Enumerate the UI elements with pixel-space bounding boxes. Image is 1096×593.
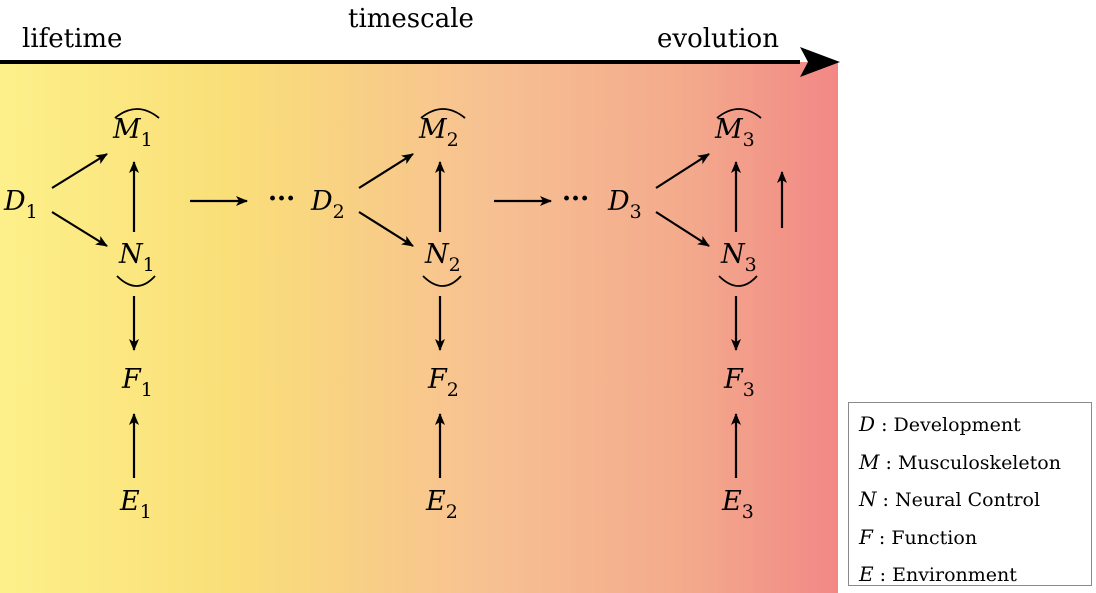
- timescale-gradient-band: [0, 62, 838, 593]
- musculoskeleton-hat-2: [420, 108, 466, 119]
- timescale-arrow-head: [800, 47, 840, 77]
- legend-label: Neural Control: [894, 489, 1041, 512]
- legend-label: Function: [891, 526, 978, 549]
- arrow-development-to-neural-control-2: [358, 211, 414, 247]
- legend-symbol: N: [859, 487, 877, 512]
- development-node-2: D2: [310, 186, 345, 223]
- legend-item-function: F : Function: [859, 519, 1091, 557]
- development-node-3: D3: [607, 186, 642, 223]
- environment-node-2: E2: [425, 486, 458, 523]
- edges-group: [51, 153, 787, 478]
- timescale-title: timescale: [348, 4, 474, 34]
- neural-control-node-2: N2: [424, 239, 461, 276]
- arrow-development-to-musculoskeleton-3: [655, 153, 710, 189]
- arrow-development-to-neural-control-1: [51, 211, 108, 247]
- musculoskeleton-node-3: M3: [714, 114, 755, 151]
- legend-symbol: E: [859, 562, 874, 587]
- environment-node-1: E1: [119, 486, 152, 523]
- musculoskeleton-hat-1: [114, 108, 160, 119]
- legend-label: Environment: [892, 564, 1017, 587]
- legend-item-development: D : Development: [859, 406, 1091, 444]
- neural-control-node-1: N1: [118, 239, 155, 276]
- neural-control-bracket-1: [116, 275, 156, 287]
- environment-node-3: E3: [721, 486, 754, 523]
- arrow-development-to-musculoskeleton-1: [51, 153, 108, 189]
- neural-control-bracket-3: [718, 275, 758, 287]
- legend-symbol: D: [859, 412, 876, 436]
- legend-separator: :: [876, 489, 895, 512]
- legend-symbol: M: [859, 449, 880, 474]
- legend-item-environment: E : Environment: [859, 556, 1091, 593]
- musculoskeleton-hat-3: [716, 108, 762, 119]
- neural-control-bracket-2: [422, 275, 462, 287]
- legend-symbol: F: [859, 524, 873, 549]
- legend-box: D : Development M : Musculoskeleton N : Ne…: [848, 402, 1092, 586]
- arrow-development-to-neural-control-3: [655, 211, 710, 247]
- lifetime-label: lifetime: [22, 24, 122, 54]
- legend-separator: :: [872, 526, 892, 549]
- evolution-label: evolution: [657, 24, 779, 54]
- legend-separator: :: [875, 414, 894, 436]
- legend-item-musculoskeleton: M : Musculoskeleton: [859, 444, 1091, 482]
- musculoskeleton-node-1: M1: [112, 114, 153, 151]
- function-node-2: F2: [427, 364, 459, 401]
- neural-control-node-3: N3: [720, 239, 757, 276]
- legend-separator: :: [873, 564, 893, 587]
- development-node-1: D1: [3, 186, 38, 223]
- ellipsis-2: ···: [562, 184, 589, 214]
- legend-label: Development: [893, 414, 1021, 436]
- arrow-development-to-musculoskeleton-2: [358, 153, 414, 189]
- function-node-3: F3: [723, 364, 755, 401]
- legend-separator: :: [879, 451, 898, 474]
- legend-item-neural-control: N : Neural Control: [859, 481, 1091, 519]
- function-node-1: F1: [121, 364, 153, 401]
- ellipsis-1: ···: [268, 184, 295, 214]
- legend-label: Musculoskeleton: [897, 451, 1061, 474]
- stages-group: M1 N1 F1 E1 D1 M2 N2 F2 E2 D2 M3 N3 F3 E3 D3 ··· ···: [3, 108, 762, 523]
- musculoskeleton-node-2: M2: [418, 114, 459, 151]
